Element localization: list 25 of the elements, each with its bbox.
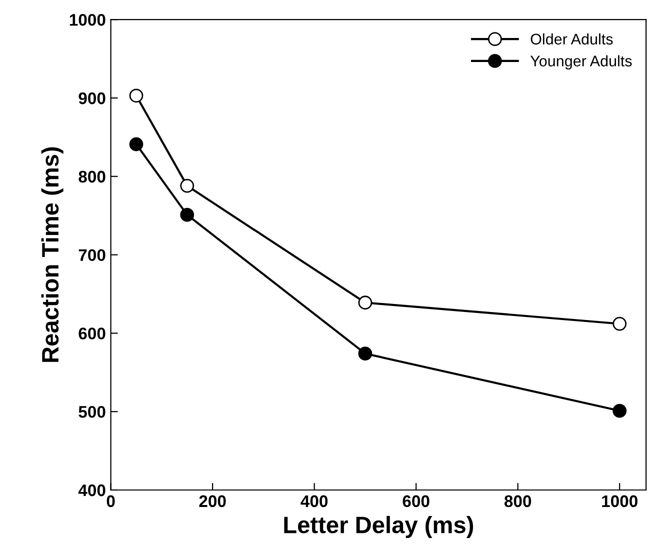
point bbox=[612, 404, 627, 418]
y-axis-title: Reaction Time (ms) bbox=[41, 147, 64, 362]
x-tick-label: 1000 bbox=[602, 495, 638, 508]
legend-label: Older Adults bbox=[530, 33, 613, 45]
point bbox=[129, 137, 144, 152]
y-tick-label: 700 bbox=[78, 249, 106, 262]
y-tick-label: 1000 bbox=[70, 14, 106, 26]
x-tick-label: 800 bbox=[504, 495, 532, 508]
y-tick-label: 800 bbox=[78, 170, 106, 183]
y-tick-label: 600 bbox=[78, 328, 106, 340]
point bbox=[358, 296, 372, 310]
point bbox=[358, 346, 372, 361]
y-tick-label: 500 bbox=[78, 406, 106, 418]
point bbox=[180, 178, 194, 193]
legend-label: Younger Adults bbox=[530, 55, 632, 70]
x-tick-label: 600 bbox=[402, 495, 430, 508]
x-tick-label: 0 bbox=[106, 495, 115, 508]
x-tick-label: 400 bbox=[300, 495, 328, 508]
point bbox=[129, 88, 144, 103]
y-tick-label: 400 bbox=[78, 484, 106, 496]
x-axis-title: Letter Delay (ms) bbox=[284, 516, 474, 538]
y-tick-label: 900 bbox=[78, 92, 106, 104]
point bbox=[612, 316, 627, 331]
x-tick-label: 200 bbox=[199, 495, 226, 508]
point bbox=[180, 208, 194, 222]
